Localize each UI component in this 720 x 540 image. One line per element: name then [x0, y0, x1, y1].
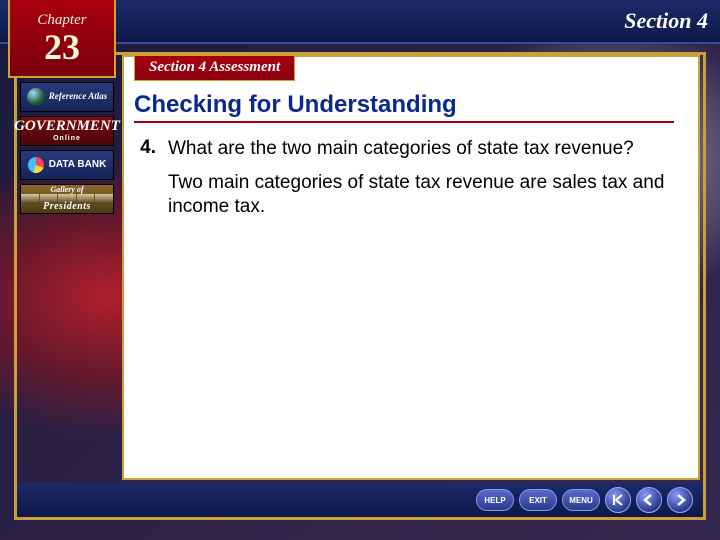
sidebar-label: DATA BANK [49, 160, 107, 171]
answer-text: Two main categories of state tax revenue… [168, 171, 674, 219]
back-bar-icon [611, 493, 625, 507]
next-button[interactable] [667, 487, 693, 513]
content-panel: Section 4 Assessment Checking for Unders… [122, 55, 700, 480]
sidebar-label: Reference Atlas [49, 92, 107, 101]
arrow-right-icon [673, 493, 687, 507]
question-number: 4. [134, 137, 156, 161]
sidebar-gallery-presidents[interactable]: Gallery of Presidents [20, 184, 114, 214]
assessment-tab: Section 4 Assessment [134, 55, 295, 81]
back-button[interactable] [636, 487, 662, 513]
sidebar-label-top: Gallery of [50, 186, 83, 194]
help-button[interactable]: HELP [476, 489, 514, 511]
globe-icon [27, 88, 45, 106]
section-label: Section 4 [624, 8, 708, 34]
pie-chart-icon [28, 157, 44, 173]
sidebar-government-online[interactable]: GOVERNMENT Online [20, 116, 114, 146]
chapter-banner: Chapter 23 [8, 0, 116, 78]
section-word: Section [624, 8, 691, 33]
chapter-number: 23 [44, 29, 80, 65]
sidebar-sublabel: Online [53, 135, 81, 142]
prev-section-button[interactable] [605, 487, 631, 513]
page-heading: Checking for Understanding [134, 91, 674, 123]
sidebar-data-bank[interactable]: DATA BANK [20, 150, 114, 180]
sidebar-label: GOVERNMENT [14, 119, 120, 135]
sidebar-reference-atlas[interactable]: Reference Atlas [20, 82, 114, 112]
section-number: 4 [697, 8, 708, 33]
arrow-left-icon [642, 493, 656, 507]
bottom-nav: HELP EXIT MENU [17, 483, 703, 517]
sidebar: Reference Atlas GOVERNMENT Online DATA B… [20, 82, 114, 214]
sidebar-label-bottom: Presidents [43, 202, 91, 213]
chapter-word: Chapter [37, 12, 86, 29]
question-text: What are the two main categories of stat… [168, 137, 674, 161]
question-row: 4. What are the two main categories of s… [134, 137, 674, 161]
menu-button[interactable]: MENU [562, 489, 600, 511]
content-inner: Checking for Understanding 4. What are t… [124, 57, 698, 228]
exit-button[interactable]: EXIT [519, 489, 557, 511]
